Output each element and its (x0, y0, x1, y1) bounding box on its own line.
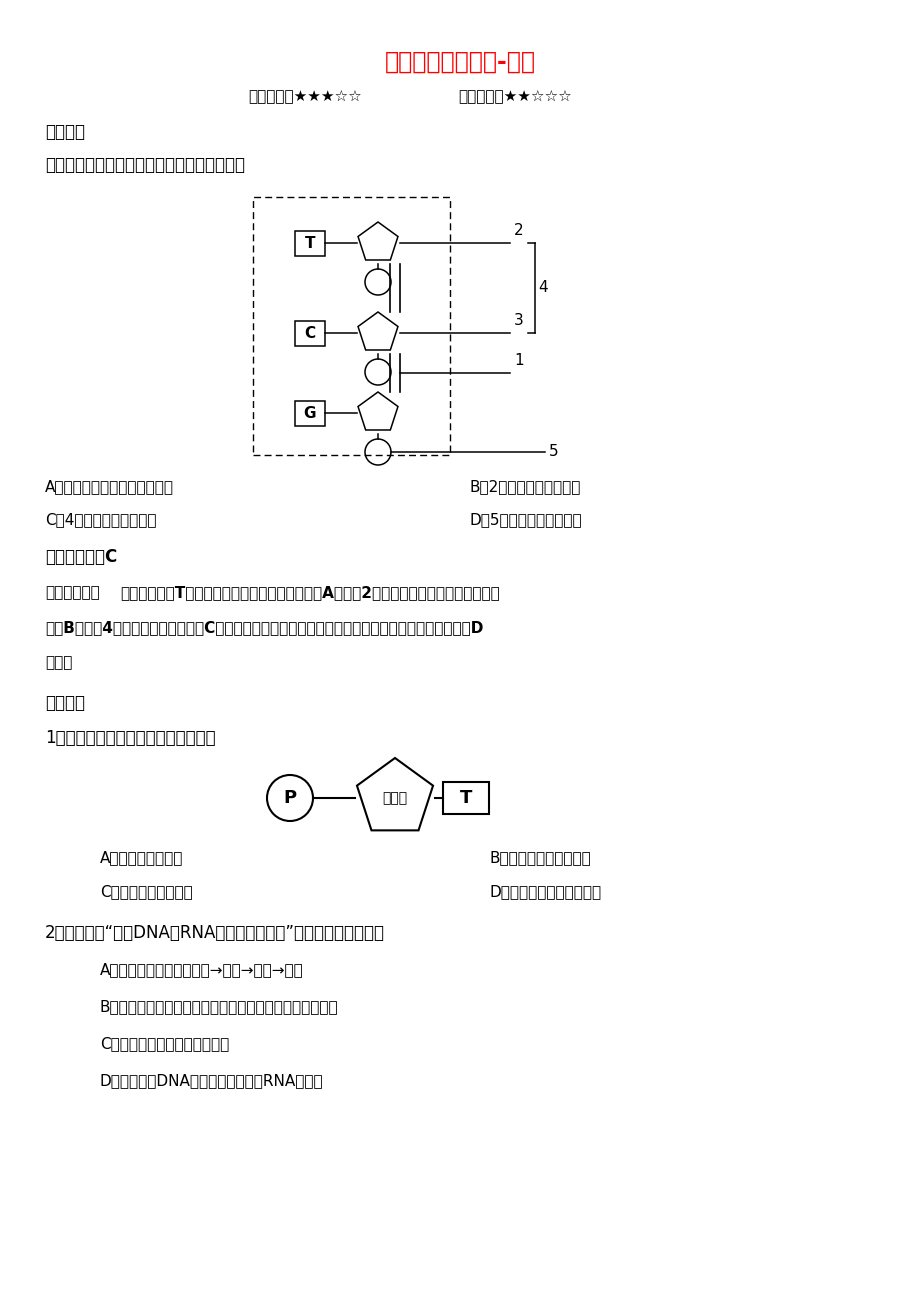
Text: C．使用盐酸只是为了杀死细菌: C．使用盐酸只是为了杀死细菌 (100, 1036, 229, 1052)
Text: D．甲基绿使DNA呈绿色，吡罗红使RNA呈红色: D．甲基绿使DNA呈绿色，吡罗红使RNA呈红色 (100, 1074, 323, 1088)
Text: 5: 5 (549, 444, 558, 460)
Bar (295, 401, 324, 426)
Text: 1: 1 (514, 353, 523, 368)
Bar (443, 783, 489, 814)
Text: C．4为胞嘧啶脱氧核苷酸: C．4为胞嘧啶脱氧核苷酸 (45, 513, 156, 527)
Text: C．胸腺嘧啶核糖核酸: C．胸腺嘧啶核糖核酸 (100, 884, 193, 900)
Text: 1．下图所代表的有机小分子的名称是: 1．下图所代表的有机小分子的名称是 (45, 729, 215, 747)
Text: 4: 4 (538, 280, 547, 296)
Text: D．5主要分布在细胞质中: D．5主要分布在细胞质中 (470, 513, 582, 527)
Text: 3: 3 (514, 312, 523, 328)
Text: 2: 2 (514, 223, 523, 238)
Text: 错误。: 错误。 (45, 655, 73, 671)
Text: B．胸腺嘧啶脱氧核苷酸: B．胸腺嘧啶脱氧核苷酸 (490, 850, 591, 866)
Text: 学霸推荐: 学霸推荐 (45, 694, 85, 712)
Text: P: P (283, 789, 296, 807)
Text: 遗传信息的携带者-核酸: 遗传信息的携带者-核酸 (384, 49, 535, 74)
Text: A．图中所示为核糖核苷酸长链: A．图中所示为核糖核苷酸长链 (45, 479, 174, 495)
Text: B．可以用紫色洋葱鳞片叶外表皮细胞替代人口腔上皮细胞: B．可以用紫色洋葱鳞片叶外表皮细胞替代人口腔上皮细胞 (100, 1000, 338, 1014)
Text: A．实验步骤为：制作装片→水解→染色→观察: A．实验步骤为：制作装片→水解→染色→观察 (100, 962, 303, 978)
Text: T: T (460, 789, 471, 807)
Text: 【试题解析】: 【试题解析】 (45, 586, 99, 600)
Bar (295, 230, 324, 255)
Text: 高考频度：★★★☆☆: 高考频度：★★★☆☆ (248, 90, 361, 104)
Text: G: G (303, 405, 316, 421)
Text: 如图是某核苷酸长链的示意图，下列正确的是: 如图是某核苷酸长链的示意图，下列正确的是 (45, 156, 244, 174)
Text: A．胸腺嘧啶核苷酸: A．胸腺嘧啶核苷酸 (100, 850, 183, 866)
Bar (253, 197, 449, 454)
Text: C: C (304, 326, 315, 341)
Text: 图中包含碱基T，故所示为脱氧核糖核苷酸长链，A错误；2为脱氧核糖，不能为细胞提供能: 图中包含碱基T，故所示为脱氧核糖核苷酸长链，A错误；2为脱氧核糖，不能为细胞提供… (119, 586, 499, 600)
Text: 2．下列关于“观察DNA和RNA在细胞中的分布”实验，叙述正确的是: 2．下列关于“观察DNA和RNA在细胞中的分布”实验，叙述正确的是 (45, 924, 384, 943)
Text: 【参考答案】C: 【参考答案】C (45, 548, 117, 566)
Bar (295, 320, 324, 345)
Text: 难易程度：★★☆☆☆: 难易程度：★★☆☆☆ (458, 90, 572, 104)
Text: 典例在线: 典例在线 (45, 122, 85, 141)
Text: T: T (304, 236, 315, 250)
Text: B．2可以为细胞提供能量: B．2可以为细胞提供能量 (470, 479, 581, 495)
Text: D．胸腺嘧啶脱氧核糖核酸: D．胸腺嘧啶脱氧核糖核酸 (490, 884, 601, 900)
Text: 五碳糖: 五碳糖 (382, 792, 407, 805)
Text: 量，B错误；4为胞嘧啶脱氧核苷酸，C正确；由脱氧核苷酸构成的脱氧核糖核酸主要分布在细胞核中，D: 量，B错误；4为胞嘧啶脱氧核苷酸，C正确；由脱氧核苷酸构成的脱氧核糖核酸主要分布… (45, 621, 482, 635)
